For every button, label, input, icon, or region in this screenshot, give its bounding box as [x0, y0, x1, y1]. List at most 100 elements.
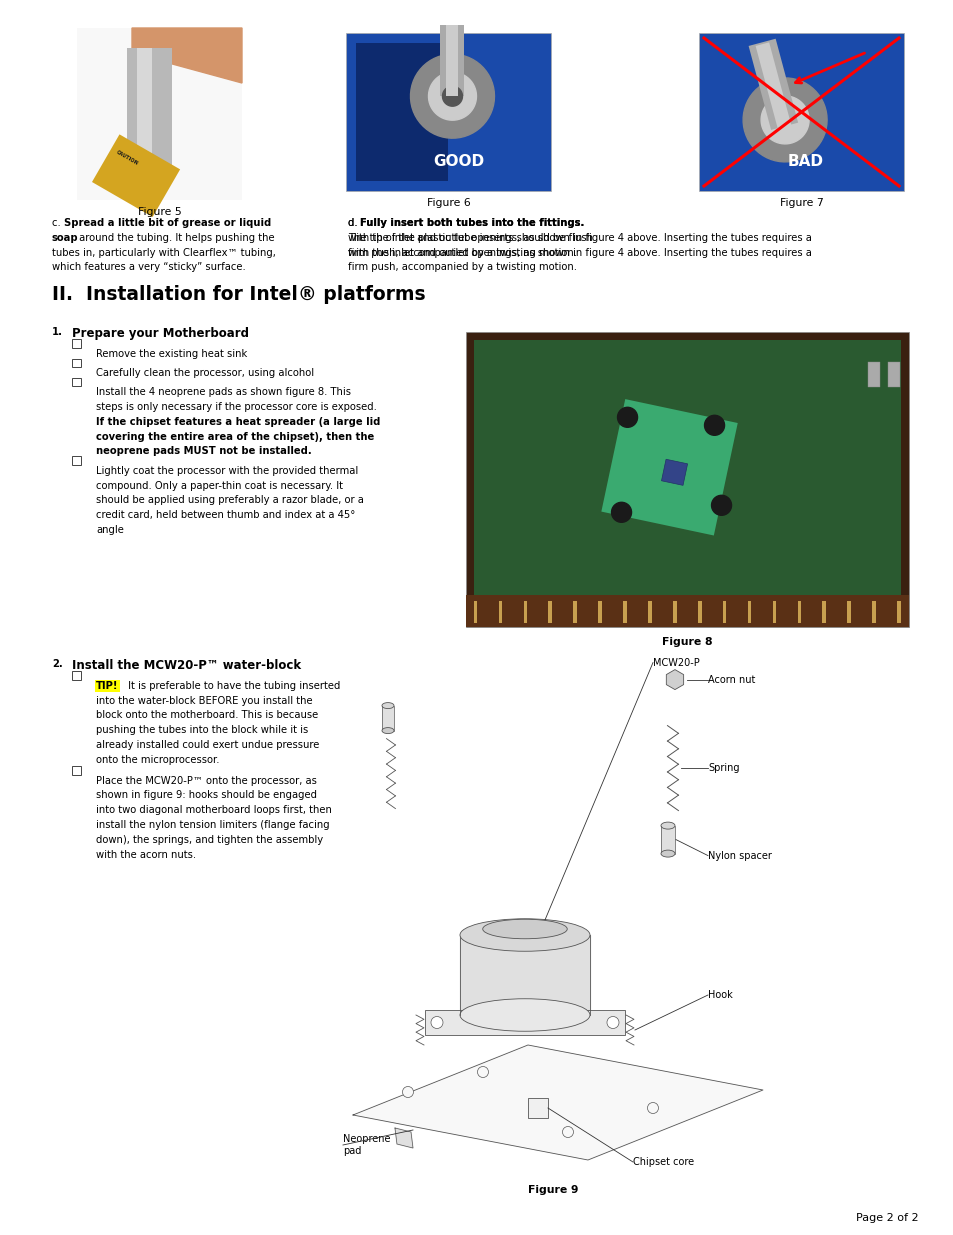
- Polygon shape: [442, 86, 462, 106]
- Circle shape: [477, 1067, 488, 1077]
- Polygon shape: [665, 669, 683, 689]
- Bar: [821, 600, 825, 622]
- Circle shape: [647, 1103, 658, 1114]
- Circle shape: [402, 1087, 413, 1098]
- Text: d.: d.: [348, 219, 360, 228]
- Polygon shape: [660, 459, 687, 485]
- Text: which features a very “sticky” surface.: which features a very “sticky” surface.: [52, 262, 246, 273]
- Bar: [527, 1098, 547, 1118]
- Text: CAUTION: CAUTION: [115, 149, 139, 167]
- Text: Fully insert both tubes into the fittings.: Fully insert both tubes into the fitting…: [359, 219, 583, 228]
- Text: Neoprene
pad: Neoprene pad: [343, 1134, 390, 1156]
- Ellipse shape: [459, 999, 589, 1031]
- Bar: [465, 594, 908, 626]
- Polygon shape: [395, 1128, 413, 1149]
- Bar: [598, 600, 601, 622]
- Polygon shape: [410, 54, 494, 138]
- Bar: [424, 1010, 624, 1035]
- Text: Figure 9: Figure 9: [527, 1186, 578, 1195]
- Bar: [772, 600, 776, 622]
- Ellipse shape: [660, 850, 675, 857]
- Bar: [871, 600, 875, 622]
- Text: Hook: Hook: [707, 990, 732, 1000]
- Text: steps is only necessary if the processor core is exposed.: steps is only necessary if the processor…: [96, 403, 376, 412]
- Text: Figure 6: Figure 6: [426, 198, 470, 207]
- Bar: [71, 456, 80, 464]
- Text: Carefully clean the processor, using alcohol: Carefully clean the processor, using alc…: [96, 368, 314, 378]
- Text: Spread a little bit of grease or liquid: Spread a little bit of grease or liquid: [64, 219, 271, 228]
- Text: The tip of the plastic tube inserts should be flush: The tip of the plastic tube inserts shou…: [348, 233, 593, 243]
- Bar: [523, 600, 527, 622]
- Text: BAD: BAD: [787, 154, 822, 169]
- Bar: [722, 600, 725, 622]
- Text: into two diagonal motherboard loops first, then: into two diagonal motherboard loops firs…: [96, 805, 332, 815]
- Text: should be applied using preferably a razor blade, or a: should be applied using preferably a raz…: [96, 495, 363, 505]
- Text: c.: c.: [52, 219, 64, 228]
- Bar: [71, 358, 80, 367]
- Text: II.  Installation for Intel® platforms: II. Installation for Intel® platforms: [52, 284, 425, 304]
- Bar: [867, 362, 879, 387]
- Bar: [699, 33, 903, 191]
- Bar: [71, 340, 80, 348]
- Bar: [698, 600, 700, 622]
- Bar: [755, 42, 791, 130]
- Polygon shape: [132, 28, 242, 83]
- Bar: [137, 48, 152, 170]
- Text: down), the springs, and tighten the assembly: down), the springs, and tighten the asse…: [96, 835, 323, 845]
- Polygon shape: [600, 399, 737, 536]
- Text: GOOD: GOOD: [433, 154, 484, 169]
- Text: covering the entire area of the chipset), then the: covering the entire area of the chipset)…: [96, 432, 374, 442]
- Text: Acorn nut: Acorn nut: [707, 674, 755, 684]
- Ellipse shape: [381, 703, 394, 709]
- Text: onto the microprocessor.: onto the microprocessor.: [96, 755, 219, 764]
- Text: Fully insert both tubes into the fittings.: Fully insert both tubes into the fitting…: [359, 219, 583, 228]
- Bar: [498, 600, 501, 622]
- Circle shape: [617, 408, 637, 427]
- Text: d.: d.: [348, 219, 360, 228]
- Text: MCW20-P: MCW20-P: [652, 657, 699, 668]
- Bar: [346, 33, 550, 191]
- Bar: [91, 135, 180, 217]
- Bar: [474, 600, 476, 622]
- Polygon shape: [428, 72, 476, 120]
- Bar: [896, 600, 900, 622]
- Text: firm push, accompanied by a twisting motion.: firm push, accompanied by a twisting mot…: [348, 247, 577, 258]
- Polygon shape: [353, 1045, 762, 1160]
- Bar: [355, 43, 448, 182]
- Text: Lightly coat the processor with the provided thermal: Lightly coat the processor with the prov…: [96, 466, 358, 475]
- Bar: [747, 600, 751, 622]
- Text: TIP!: TIP!: [96, 680, 118, 690]
- Text: into the water-block BEFORE you install the: into the water-block BEFORE you install …: [96, 695, 313, 705]
- Circle shape: [611, 503, 631, 522]
- Circle shape: [431, 1016, 442, 1029]
- Circle shape: [704, 415, 723, 435]
- Bar: [622, 600, 626, 622]
- Bar: [465, 332, 908, 626]
- Bar: [660, 826, 675, 853]
- Text: pushing the tubes into the block while it is: pushing the tubes into the block while i…: [96, 725, 308, 735]
- Text: with the inlet and outlet openings, as shown in figure 4 above. Inserting the tu: with the inlet and outlet openings, as s…: [348, 247, 811, 258]
- Bar: [672, 600, 676, 622]
- Text: Install the MCW20-P™ water-block: Install the MCW20-P™ water-block: [71, 658, 301, 672]
- Text: angle: angle: [96, 525, 124, 535]
- Text: Remove the existing heat sink: Remove the existing heat sink: [96, 348, 247, 359]
- Text: install the nylon tension limiters (flange facing: install the nylon tension limiters (flan…: [96, 820, 330, 830]
- Bar: [71, 378, 80, 387]
- Bar: [440, 25, 464, 96]
- Text: with the acorn nuts.: with the acorn nuts.: [96, 850, 196, 860]
- Bar: [127, 48, 172, 170]
- Text: Nylon spacer: Nylon spacer: [707, 851, 771, 861]
- Text: If the chipset features a heat spreader (a large lid: If the chipset features a heat spreader …: [96, 417, 380, 427]
- Text: 1.: 1.: [52, 326, 63, 337]
- Text: Page 2 of 2: Page 2 of 2: [856, 1213, 918, 1223]
- Text: It is preferable to have the tubing inserted: It is preferable to have the tubing inse…: [125, 680, 340, 690]
- Bar: [446, 25, 458, 96]
- Polygon shape: [459, 935, 589, 1015]
- Text: credit card, held between thumb and index at a 45°: credit card, held between thumb and inde…: [96, 510, 355, 520]
- Text: firm push, accompanied by a twisting motion.: firm push, accompanied by a twisting mot…: [348, 262, 577, 273]
- Text: neoprene pads MUST not be installed.: neoprene pads MUST not be installed.: [96, 447, 312, 457]
- Bar: [748, 38, 798, 130]
- Bar: [573, 600, 577, 622]
- Bar: [548, 600, 552, 622]
- Circle shape: [606, 1016, 618, 1029]
